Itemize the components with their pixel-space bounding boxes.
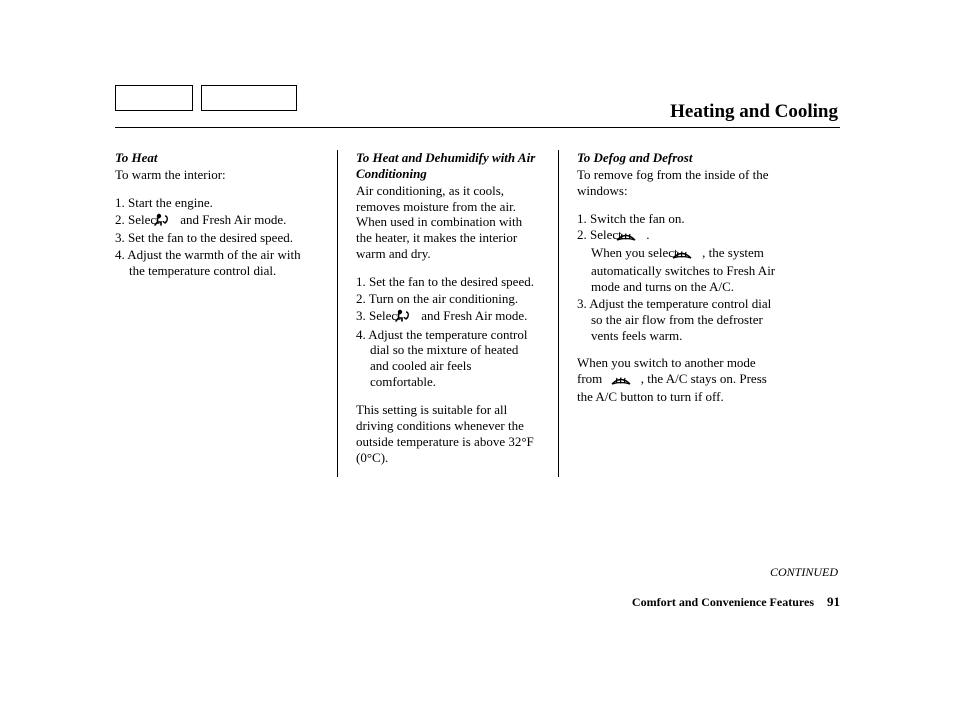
- step-text: .: [643, 227, 650, 242]
- section-outro: This setting is suitable for all driving…: [356, 402, 540, 465]
- step-text: Adjust the temperature control dial so t…: [589, 296, 771, 343]
- step-text: and Fresh Air mode.: [177, 212, 286, 227]
- step-item: Select and Fresh Air mode.: [356, 308, 540, 326]
- step-item: Turn on the air conditioning.: [356, 291, 540, 307]
- step-text: Switch the fan on.: [590, 211, 685, 226]
- section-outro: When you switch to another mode from , t…: [577, 355, 781, 405]
- step-item: Set the fan to the desired speed.: [115, 230, 319, 246]
- step-list: Switch the fan on. Select . When you sel…: [577, 211, 781, 344]
- step-text: Turn on the air conditioning.: [369, 291, 518, 306]
- step-list: Set the fan to the desired speed. Turn o…: [356, 274, 540, 390]
- step-text: Adjust the warmth of the air with the te…: [127, 247, 300, 278]
- step-text: Start the engine.: [128, 195, 213, 210]
- step-text: Set the fan to the desired speed.: [369, 274, 534, 289]
- step-item: Adjust the temperature control dial so t…: [356, 327, 540, 390]
- step-item: Set the fan to the desired speed.: [356, 274, 540, 290]
- step-item: Adjust the temperature control dial so t…: [577, 296, 781, 344]
- step-item: Switch the fan on.: [577, 211, 781, 227]
- title-rule: [115, 127, 840, 128]
- floor-vent-icon: [408, 309, 412, 326]
- column-defog-defrost: To Defog and Defrost To remove fog from …: [559, 150, 781, 477]
- step-text: Set the fan to the desired speed.: [128, 230, 293, 245]
- section-intro: To remove fog from the inside of the win…: [577, 167, 781, 199]
- placeholder-box: [115, 85, 193, 111]
- columns: To Heat To warm the interior: Start the …: [115, 150, 840, 477]
- section-intro: To warm the interior:: [115, 167, 319, 183]
- section-heading: To Heat: [115, 150, 319, 166]
- footer-page-number: 91: [827, 594, 840, 609]
- section-intro: Air conditioning, as it cools, removes m…: [356, 183, 540, 262]
- footer-section: Comfort and Convenience Features: [632, 595, 814, 609]
- step-item: Adjust the warmth of the air with the te…: [115, 247, 319, 279]
- defrost-icon: [685, 247, 693, 263]
- placeholder-box: [201, 85, 297, 111]
- step-item: Select and Fresh Air mode.: [115, 212, 319, 230]
- step-item: Select . When you select , the system au…: [577, 227, 781, 294]
- step-list: Start the engine. Select and Fresh Air m…: [115, 195, 319, 279]
- step-item: Start the engine.: [115, 195, 319, 211]
- section-heading: To Heat and Dehumidify with Air Conditio…: [356, 150, 540, 182]
- step-text: Adjust the temperature control dial so t…: [368, 327, 527, 390]
- column-heat-dehumidify: To Heat and Dehumidify with Air Conditio…: [337, 150, 559, 477]
- column-to-heat: To Heat To warm the interior: Start the …: [115, 150, 337, 477]
- step-text: and Fresh Air mode.: [418, 308, 527, 323]
- step-text: When you select: [591, 245, 681, 260]
- defrost-icon: [629, 229, 637, 245]
- continued-label: CONTINUED: [770, 565, 838, 580]
- floor-vent-icon: [167, 213, 171, 230]
- section-heading: To Defog and Defrost: [577, 150, 781, 166]
- manual-page: Heating and Cooling To Heat To warm the …: [115, 85, 840, 610]
- page-footer: Comfort and Convenience Features 91: [115, 594, 840, 610]
- columns-wrap: To Heat To warm the interior: Start the …: [115, 150, 840, 580]
- defrost-icon: [610, 373, 632, 389]
